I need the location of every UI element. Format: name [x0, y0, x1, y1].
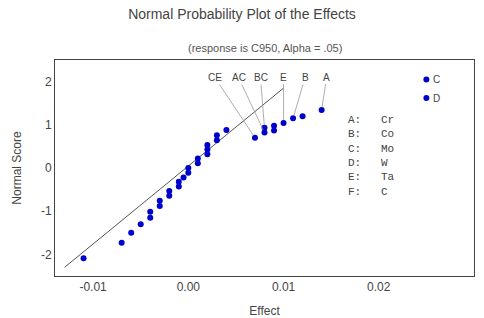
svg-text:B: B: [302, 72, 309, 83]
svg-text:0.00: 0.00: [177, 280, 201, 294]
svg-text:E: E: [280, 72, 287, 83]
svg-text:BC: BC: [254, 72, 268, 83]
svg-text:Effect: Effect: [249, 304, 280, 318]
svg-text:(response is C950, Alpha = .05: (response is C950, Alpha = .05): [188, 42, 342, 54]
svg-text:A: A: [323, 72, 330, 83]
svg-text:-2: -2: [41, 248, 52, 262]
svg-text:-0.01: -0.01: [79, 280, 107, 294]
svg-text:0: 0: [45, 161, 52, 175]
svg-text:C: C: [433, 74, 440, 85]
svg-text:2: 2: [45, 75, 52, 89]
svg-text:Normal Score: Normal Score: [10, 131, 24, 205]
svg-text:D: D: [433, 93, 440, 104]
svg-text:1: 1: [45, 118, 52, 132]
svg-text:AC: AC: [232, 72, 246, 83]
svg-text:Normal Probability Plot of the: Normal Probability Plot of the Effects: [128, 6, 356, 22]
svg-text:CE: CE: [208, 72, 222, 83]
svg-text:-1: -1: [41, 204, 52, 218]
svg-text:0.02: 0.02: [367, 280, 391, 294]
svg-text:0.01: 0.01: [272, 280, 296, 294]
svg-text:A: CrB: CoC: MoD: WE:: A: CrB: CoC: MoD: WE: TaF: C: [348, 114, 395, 198]
